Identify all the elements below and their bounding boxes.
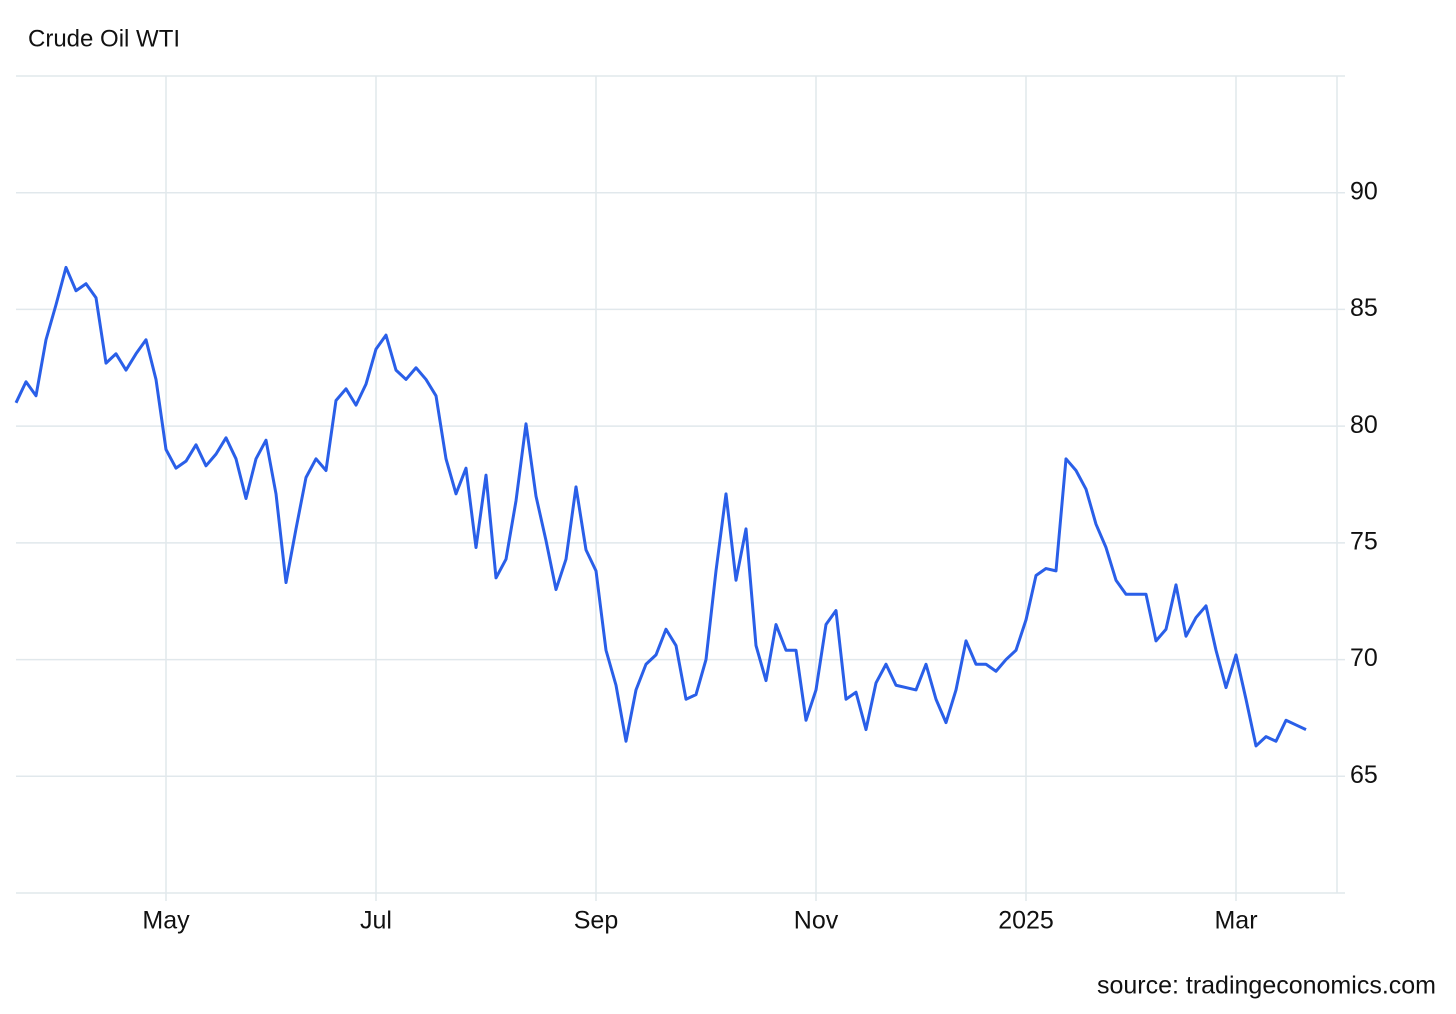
price-line [14, 265, 1307, 748]
y-tick-label: 70 [1350, 644, 1378, 672]
y-tick-label: 80 [1350, 411, 1378, 439]
x-tick-label: May [142, 907, 190, 935]
y-tick-label: 90 [1350, 177, 1378, 205]
y-tick-label: 65 [1350, 761, 1378, 789]
x-tick-label: Mar [1214, 907, 1257, 935]
source-note: source: tradingeconomics.com [1097, 972, 1436, 1000]
chart-title: Crude Oil WTI [28, 25, 180, 52]
x-tick-label: Jul [360, 907, 392, 935]
y-tick-label: 75 [1350, 527, 1378, 555]
x-tick-label: 2025 [998, 907, 1054, 935]
y-tick-label: 85 [1350, 294, 1378, 322]
x-tick-label: Sep [574, 907, 618, 935]
x-tick-label: Nov [794, 907, 839, 935]
